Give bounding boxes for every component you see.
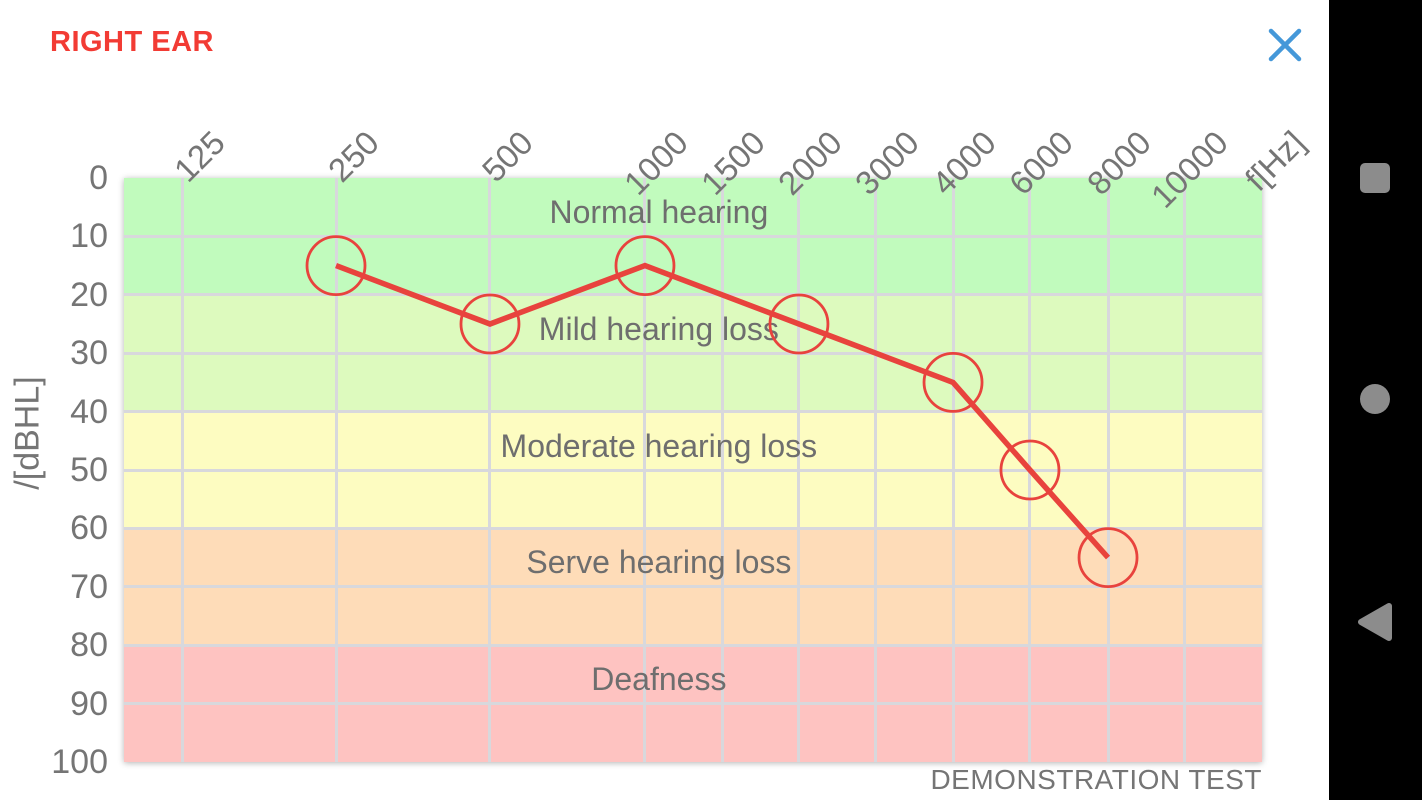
gridline-horizontal	[124, 526, 1262, 530]
gridline-vertical	[488, 178, 492, 762]
data-point-circle	[999, 439, 1061, 501]
y-tick-label: 40	[70, 392, 108, 431]
y-tick-label: 50	[70, 451, 108, 489]
audiogram-series-svg	[305, 235, 1139, 589]
gridline-horizontal	[124, 702, 1262, 706]
gridline-horizontal	[124, 468, 1262, 472]
y-tick-label: 10	[70, 217, 108, 256]
back-triangle-icon	[1358, 603, 1392, 641]
close-button[interactable]	[1262, 22, 1308, 68]
home-button[interactable]	[1329, 364, 1422, 434]
data-point-circle	[922, 351, 984, 413]
zone-label: Serve hearing loss	[526, 544, 792, 581]
gridline-vertical	[797, 178, 801, 762]
data-point-circle	[1077, 527, 1139, 589]
data-point-circle	[614, 235, 676, 296]
gridline-vertical	[874, 178, 878, 762]
gridline-vertical	[180, 178, 184, 762]
page-title: RIGHT EAR	[50, 26, 214, 58]
gridline-vertical	[643, 178, 647, 762]
back-button[interactable]	[1329, 586, 1422, 656]
y-tick-label: 100	[51, 743, 108, 781]
audiogram-plot-area: Normal hearing Mild hearing loss Moderate …	[124, 178, 1262, 762]
gridline-horizontal	[124, 351, 1262, 355]
close-icon	[1268, 28, 1302, 62]
gridline-vertical	[1106, 178, 1110, 762]
y-tick-label: 30	[70, 334, 108, 373]
zone-label: Moderate hearing loss	[500, 427, 818, 464]
demonstration-test-label: DEMONSTRATION TEST	[930, 764, 1262, 795]
recents-button[interactable]	[1329, 143, 1422, 213]
y-tick-label: 60	[70, 509, 108, 548]
gridline-vertical	[334, 178, 338, 762]
gridline-horizontal	[124, 234, 1262, 238]
home-circle-icon	[1360, 384, 1390, 414]
audiogram-panel: RIGHT EAR Normal hearing Mild hearing los…	[8, 22, 1312, 795]
y-tick-label: 80	[70, 626, 108, 665]
gridline-vertical	[951, 178, 955, 762]
zone-label: Normal hearing	[549, 194, 769, 230]
gridline-horizontal	[124, 293, 1262, 297]
gridline-vertical	[1183, 178, 1187, 762]
gridline-horizontal	[124, 410, 1262, 414]
zone-label: Deafness	[591, 661, 727, 698]
y-tick-label: 70	[70, 567, 108, 606]
android-navigation-bar	[1329, 0, 1422, 800]
recents-square-icon	[1360, 163, 1390, 193]
gridline-vertical	[720, 178, 724, 762]
data-point-circle	[305, 235, 367, 296]
y-tick-label: 20	[70, 275, 108, 314]
y-tick-label: 90	[70, 684, 108, 723]
data-point-circle	[459, 293, 521, 355]
y-axis-title: /[dBHL]	[8, 376, 47, 490]
gridline-horizontal	[124, 643, 1262, 647]
zone-label: Mild hearing loss	[538, 310, 779, 347]
data-point-circle	[768, 293, 830, 355]
audiogram-line	[335, 262, 1111, 560]
gridline-horizontal	[124, 585, 1262, 589]
y-tick-label: 0	[89, 159, 108, 197]
